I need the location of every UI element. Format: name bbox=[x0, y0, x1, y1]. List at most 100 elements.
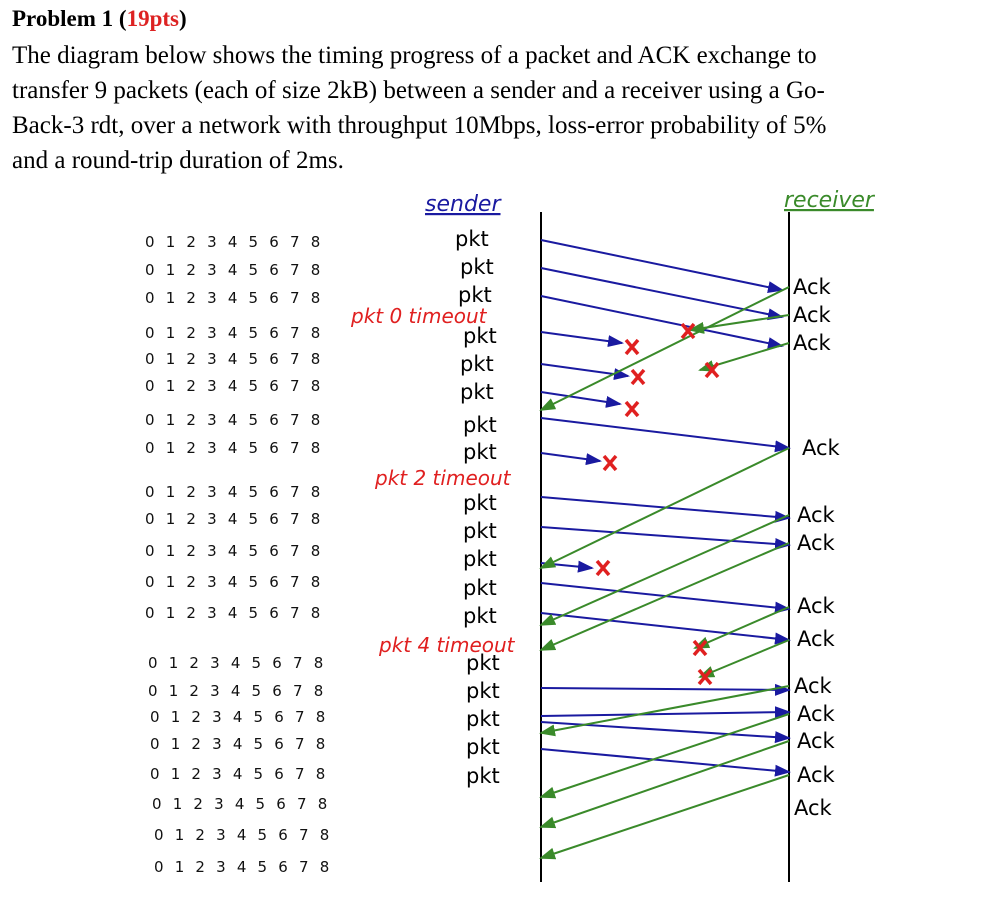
packet-label: pkt bbox=[466, 764, 500, 788]
loss-mark bbox=[595, 559, 611, 577]
problem-close: ) bbox=[178, 6, 187, 31]
packet-arrow bbox=[540, 683, 791, 696]
sequence-row: 0 1 2 3 4 5 6 7 8 bbox=[145, 350, 323, 368]
sequence-row: 0 1 2 3 4 5 6 7 8 bbox=[148, 682, 326, 700]
packet-arrow bbox=[540, 391, 622, 408]
timeout-label: pkt 4 timeout bbox=[378, 633, 516, 657]
sequence-row: 0 1 2 3 4 5 6 7 8 bbox=[145, 261, 323, 279]
packet-arrow bbox=[540, 239, 784, 294]
sequence-row: 0 1 2 3 4 5 6 7 8 bbox=[150, 735, 328, 753]
sequence-row: 0 1 2 3 4 5 6 7 8 bbox=[150, 708, 328, 726]
sequence-row: 0 1 2 3 4 5 6 7 8 bbox=[154, 858, 332, 876]
loss-mark bbox=[624, 400, 640, 418]
sequence-row: 0 1 2 3 4 5 6 7 8 bbox=[145, 377, 323, 395]
packet-label: pkt bbox=[463, 413, 497, 437]
loss-mark bbox=[624, 338, 640, 356]
ack-label: Ack bbox=[793, 275, 832, 299]
ack-label: Ack bbox=[797, 531, 836, 555]
packet-label: pkt bbox=[460, 255, 494, 279]
ack-label: Ack bbox=[802, 436, 841, 460]
packet-label: pkt bbox=[466, 651, 500, 675]
loss-mark bbox=[680, 322, 696, 340]
ack-label: Ack bbox=[794, 674, 833, 698]
ack-arrow bbox=[539, 685, 790, 737]
loss-mark bbox=[630, 368, 646, 386]
packet-label: pkt bbox=[463, 604, 497, 628]
sequence-row: 0 1 2 3 4 5 6 7 8 bbox=[145, 289, 323, 307]
packet-label: pkt bbox=[460, 352, 494, 376]
description-line: and a round-trip duration of 2ms. bbox=[12, 147, 344, 174]
packet-label: pkt bbox=[463, 324, 497, 348]
problem-label: Problem 1 ( bbox=[12, 6, 127, 31]
description-line: The diagram below shows the timing progr… bbox=[12, 42, 817, 69]
sequence-row: 0 1 2 3 4 5 6 7 8 bbox=[145, 542, 323, 560]
packet-label: pkt bbox=[466, 707, 500, 731]
sequence-row: 0 1 2 3 4 5 6 7 8 bbox=[154, 826, 332, 844]
loss-mark bbox=[602, 454, 618, 472]
ack-label: Ack bbox=[797, 503, 836, 527]
ack-label: Ack bbox=[793, 331, 832, 355]
sequence-row: 0 1 2 3 4 5 6 7 8 bbox=[148, 654, 326, 672]
ack-arrow bbox=[539, 740, 790, 829]
loss-mark bbox=[704, 361, 720, 379]
packet-arrow bbox=[540, 452, 602, 466]
packet-arrow bbox=[540, 706, 791, 719]
problem-title: Problem 1 (19pts) bbox=[12, 6, 187, 32]
ack-label: Ack bbox=[797, 702, 836, 726]
description-line: Back-3 rdt, over a network with throughp… bbox=[12, 112, 827, 139]
sequence-row: 0 1 2 3 4 5 6 7 8 bbox=[150, 765, 328, 783]
ack-label: Ack bbox=[797, 763, 836, 787]
packet-arrow bbox=[540, 526, 791, 550]
packet-label: pkt bbox=[463, 491, 497, 515]
packet-label: pkt bbox=[463, 547, 497, 571]
sequence-row: 0 1 2 3 4 5 6 7 8 bbox=[145, 510, 323, 528]
ack-arrow bbox=[539, 514, 790, 626]
packet-arrow bbox=[540, 748, 791, 777]
ack-arrow bbox=[698, 639, 790, 678]
ack-arrow bbox=[688, 314, 790, 334]
ack-arrow bbox=[693, 606, 790, 649]
sequence-row: 0 1 2 3 4 5 6 7 8 bbox=[145, 411, 323, 429]
sequence-row: 0 1 2 3 4 5 6 7 8 bbox=[145, 604, 323, 622]
sequence-row: 0 1 2 3 4 5 6 7 8 bbox=[145, 233, 323, 251]
packet-label: pkt bbox=[463, 519, 497, 543]
packet-label: pkt bbox=[466, 735, 500, 759]
receiver-label: receiver bbox=[784, 188, 876, 213]
ack-label: Ack bbox=[794, 796, 833, 820]
packet-arrow bbox=[540, 267, 784, 321]
packet-label: pkt bbox=[463, 576, 497, 600]
packet-label: pkt bbox=[455, 227, 489, 251]
ack-arrow bbox=[539, 713, 790, 799]
ack-label: Ack bbox=[797, 729, 836, 753]
packet-arrow bbox=[540, 417, 791, 453]
loss-mark bbox=[697, 668, 713, 686]
sequence-row: 0 1 2 3 4 5 6 7 8 bbox=[152, 795, 330, 813]
packet-arrow bbox=[540, 295, 784, 350]
ack-arrow bbox=[539, 542, 790, 651]
timeout-label: pkt 2 timeout bbox=[374, 466, 512, 490]
sequence-row: 0 1 2 3 4 5 6 7 8 bbox=[145, 483, 323, 501]
timeout-label: pkt 0 timeout bbox=[350, 304, 488, 328]
ack-label: Ack bbox=[797, 594, 836, 618]
sequence-row: 0 1 2 3 4 5 6 7 8 bbox=[145, 439, 323, 457]
description-line: transfer 9 packets (each of size 2kB) be… bbox=[12, 77, 825, 104]
sender-label: sender bbox=[425, 192, 502, 217]
packet-label: pkt bbox=[463, 440, 497, 464]
ack-arrow bbox=[539, 447, 790, 569]
packet-label: pkt bbox=[466, 679, 500, 703]
ack-label: Ack bbox=[797, 627, 836, 651]
sequence-row: 0 1 2 3 4 5 6 7 8 bbox=[145, 573, 323, 591]
packet-label: pkt bbox=[460, 380, 494, 404]
ack-arrow bbox=[539, 286, 790, 411]
packet-label: pkt bbox=[458, 283, 492, 307]
ack-label: Ack bbox=[793, 303, 832, 327]
packet-arrow bbox=[540, 721, 791, 744]
ack-arrow bbox=[539, 774, 790, 860]
packet-arrow bbox=[540, 612, 791, 645]
problem-points: 19pts bbox=[126, 6, 179, 31]
loss-mark bbox=[692, 639, 708, 657]
sequence-row: 0 1 2 3 4 5 6 7 8 bbox=[145, 324, 323, 342]
packet-arrow bbox=[540, 331, 624, 348]
